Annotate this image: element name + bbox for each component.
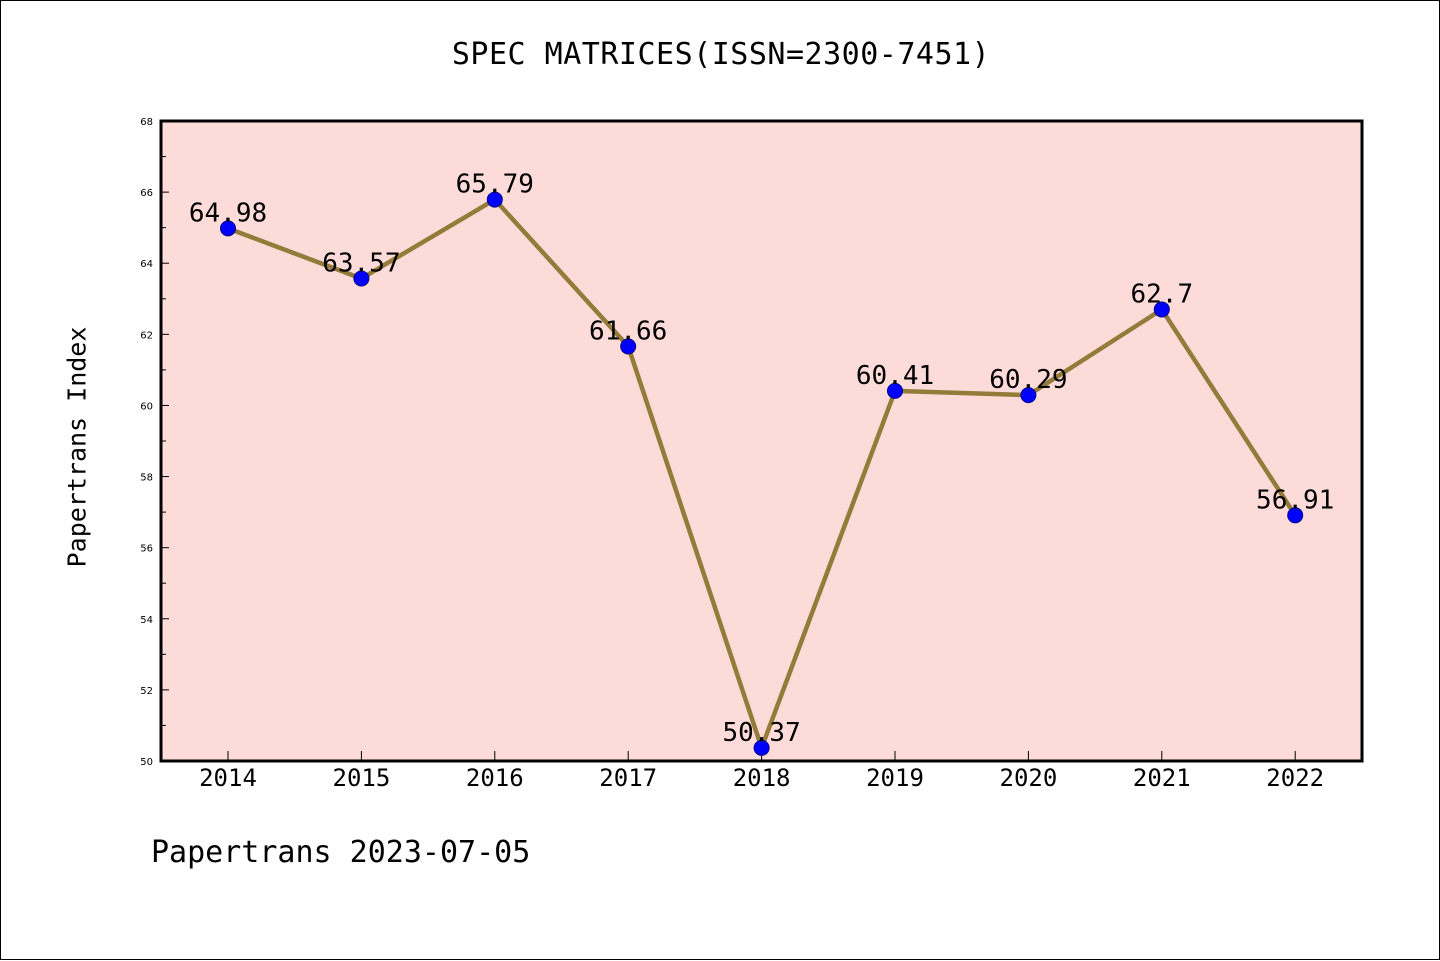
y-tick-label: 62: [140, 330, 153, 341]
x-tick-label: 2016: [466, 764, 524, 792]
data-label: 63.57: [322, 249, 400, 279]
data-point-marker: [1287, 507, 1304, 524]
data-point-marker: [753, 739, 770, 756]
plot-frame: [159, 119, 1364, 763]
y-tick-label: 50: [140, 757, 153, 768]
data-label: 50.37: [722, 718, 800, 748]
y-tick-label: 66: [140, 188, 153, 199]
x-ticks: [227, 751, 1296, 761]
y-tick-label: 56: [140, 544, 153, 555]
footer-caption: Papertrans 2023-07-05: [151, 835, 531, 870]
x-tick-label: 2015: [333, 764, 391, 792]
y-tick-label: 64: [140, 259, 153, 270]
x-tick-label: 2017: [599, 764, 657, 792]
y-tick-label: 54: [140, 615, 153, 626]
x-tick-label: 2020: [1000, 764, 1058, 792]
data-point-marker: [1153, 301, 1170, 318]
data-point-marker: [486, 191, 503, 208]
data-label: 56.91: [1256, 485, 1334, 515]
series-markers: [220, 191, 1304, 756]
plot-area: [161, 121, 1362, 761]
data-point-marker: [620, 338, 637, 355]
data-point-marker: [353, 270, 370, 287]
chart-title: SPEC MATRICES(ISSN=2300-7451): [451, 37, 991, 72]
data-point-marker: [220, 220, 236, 237]
data-label: 64.98: [189, 198, 267, 228]
data-label: 60.41: [856, 361, 934, 391]
x-tick-labels: 2014 2015 2016 2017 2018 2019 2020 2021 2022: [199, 764, 1324, 792]
data-label: 61.66: [589, 316, 667, 346]
x-tick-label: 2019: [866, 764, 924, 792]
y-tick-label: 68: [140, 117, 153, 128]
y-axis-label: Papertrans Index: [62, 326, 92, 568]
data-point-marker: [1020, 387, 1037, 404]
data-point-marker: [887, 382, 903, 399]
y-tick-label: 52: [140, 686, 153, 697]
y-tick-label: 60: [140, 401, 153, 412]
x-tick-label: 2014: [199, 764, 257, 792]
data-label: 60.29: [989, 365, 1067, 395]
data-label: 65.79: [456, 170, 534, 200]
x-tick-label: 2018: [733, 764, 791, 792]
x-tick-label: 2022: [1266, 764, 1324, 792]
data-label: 62.7: [1130, 279, 1193, 309]
data-labels: 64.98 63.57 65.79 61.66 50.37 60.41 60.29 62.7 5…: [189, 170, 1334, 748]
y-tick-label: 58: [140, 473, 153, 484]
x-tick-label: 2021: [1133, 764, 1191, 792]
y-tick-labels: 50 52 54 56 58 60 62 64 66 68: [140, 117, 153, 768]
